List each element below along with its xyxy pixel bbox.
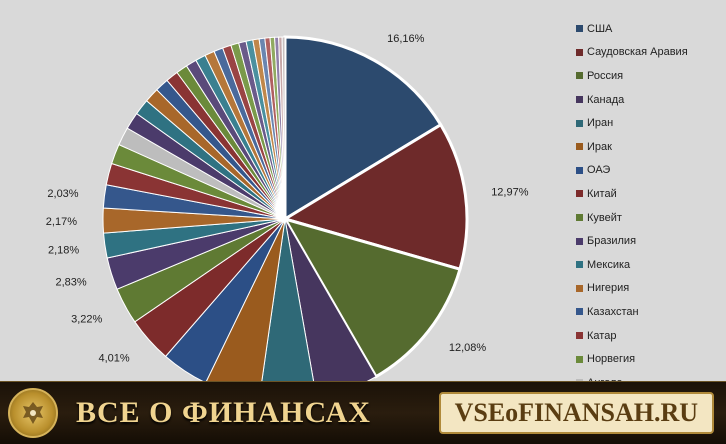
- legend-swatch: [576, 143, 583, 151]
- legend-item: Катар: [576, 324, 724, 348]
- legend-swatch: [576, 119, 583, 127]
- legend-item: ОАЭ: [576, 159, 724, 183]
- pie-slice: [281, 36, 286, 220]
- legend-item: Кувейт: [576, 206, 724, 230]
- legend-label: Катар: [587, 329, 617, 342]
- data-label: 4,01%: [98, 352, 129, 364]
- watermark-banner: ВСЕ О ФИНАНСАХ VSEoFINANSAH.RU: [0, 381, 726, 444]
- legend-item: США: [576, 17, 724, 41]
- legend-item: Казахстан: [576, 300, 724, 324]
- legend-swatch: [576, 237, 583, 245]
- legend-swatch: [576, 190, 583, 198]
- data-label: 12,08%: [449, 342, 487, 354]
- legend-swatch: [576, 25, 583, 33]
- legend-label: Ирак: [587, 140, 612, 153]
- legend-item: Саудовская Аравия: [576, 41, 724, 65]
- pie-slice: [281, 122, 469, 272]
- legend-swatch: [576, 284, 583, 292]
- legend-label: Бразилия: [587, 235, 637, 248]
- legend-item: Китай: [576, 182, 724, 206]
- legend-swatch: [576, 355, 583, 363]
- pie-slice: [281, 216, 462, 379]
- data-label: 16,16%: [387, 33, 425, 45]
- legend-label: Кувейт: [587, 211, 622, 224]
- legend: США Саудовская Аравия Россия Канада Иран Ирак…: [576, 17, 724, 395]
- legend-label: Казахстан: [587, 305, 639, 318]
- data-label: 2,03%: [47, 188, 78, 200]
- brand-url[interactable]: VSEoFINANSAH.RU: [438, 392, 714, 434]
- brand-name: ВСЕ О ФИНАНСАХ: [76, 396, 371, 429]
- legend-swatch: [576, 214, 583, 222]
- legend-item: Россия: [576, 64, 724, 88]
- legend-swatch: [576, 72, 583, 80]
- legend-label: Норвегия: [587, 353, 636, 366]
- legend-label: Россия: [587, 69, 624, 82]
- data-label: 2,83%: [55, 277, 86, 289]
- legend-label: Саудовская Аравия: [587, 46, 688, 59]
- legend-item: Бразилия: [576, 229, 724, 253]
- coat-of-arms-icon: [8, 388, 58, 438]
- legend-swatch: [576, 96, 583, 104]
- data-label: 2,17%: [46, 216, 77, 228]
- legend-label: США: [587, 22, 613, 35]
- data-label: 12,97%: [491, 187, 529, 199]
- legend-label: Мексика: [587, 258, 631, 271]
- data-label: 2,18%: [48, 244, 79, 256]
- legend-label: Китай: [587, 187, 617, 200]
- legend-label: Канада: [587, 93, 625, 106]
- legend-swatch: [576, 166, 583, 174]
- legend-label: ОАЭ: [587, 164, 611, 177]
- legend-item: Ирак: [576, 135, 724, 159]
- legend-label: Нигерия: [587, 282, 630, 295]
- legend-item: Иран: [576, 111, 724, 135]
- legend-item: Норвегия: [576, 347, 724, 371]
- pie-slice: [283, 35, 443, 222]
- data-label: 3,22%: [71, 313, 102, 325]
- legend-swatch: [576, 332, 583, 340]
- legend-swatch: [576, 48, 583, 56]
- legend-item: Мексика: [576, 253, 724, 277]
- legend-swatch: [576, 261, 583, 269]
- legend-item: Канада: [576, 88, 724, 112]
- legend-swatch: [576, 308, 583, 316]
- legend-label: Иран: [587, 117, 614, 130]
- legend-item: Нигерия: [576, 277, 724, 301]
